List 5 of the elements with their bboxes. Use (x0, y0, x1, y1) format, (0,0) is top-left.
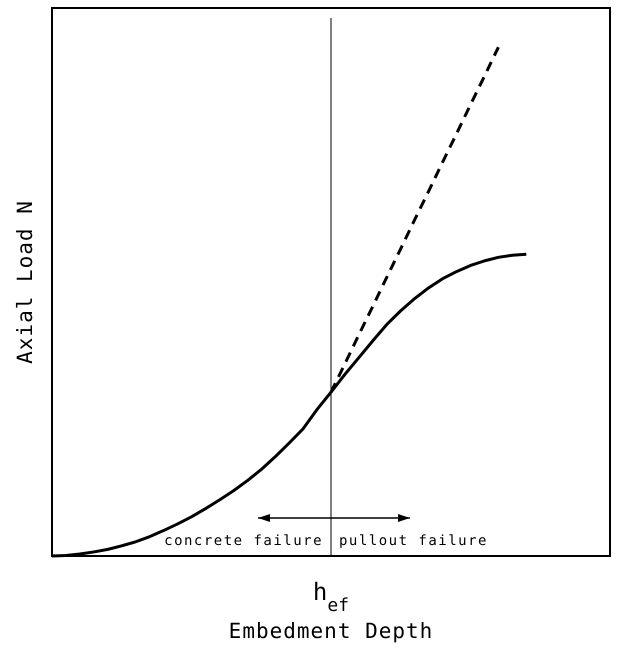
annotation: pullout failure (339, 533, 488, 549)
text: h$_{ef}$ (312, 578, 350, 616)
y-axis-title: Axial Load N (13, 200, 37, 364)
x-axis-title: Embedment Depth (228, 619, 434, 643)
annotation: concrete failure (164, 533, 323, 549)
